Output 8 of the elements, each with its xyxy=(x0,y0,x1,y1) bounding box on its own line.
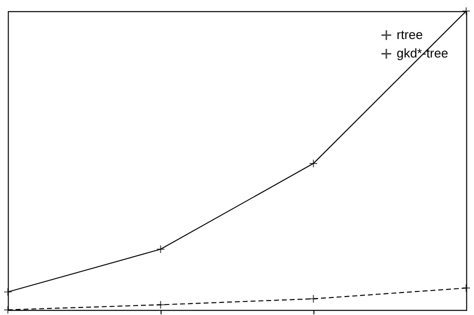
point xyxy=(4,288,12,296)
point xyxy=(4,306,12,314)
point xyxy=(156,244,165,254)
point xyxy=(309,294,318,304)
point xyxy=(462,6,470,16)
point xyxy=(309,159,318,168)
legend-label: rtree xyxy=(396,27,423,42)
point xyxy=(462,284,470,292)
